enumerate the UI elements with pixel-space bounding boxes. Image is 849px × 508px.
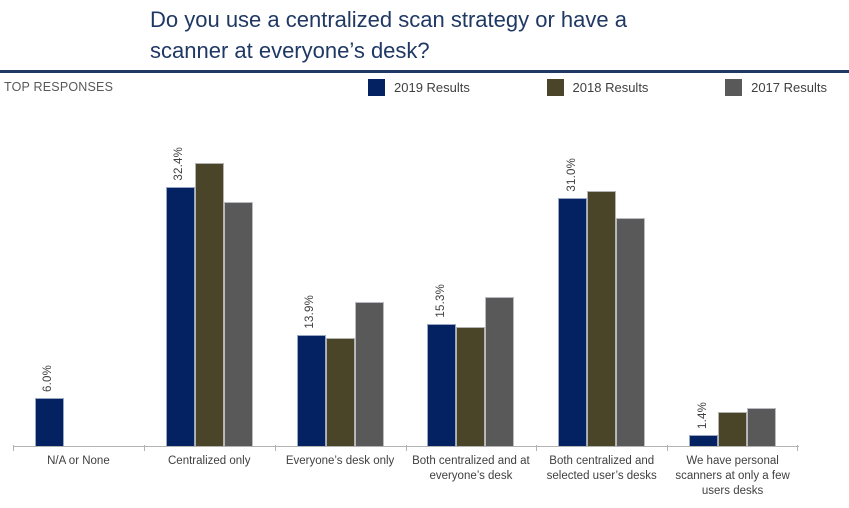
bar-2017-cat4 — [616, 218, 646, 446]
top-responses-label: TOP RESPONSES — [4, 80, 114, 94]
data-label-2019-cat4: 31.0% — [565, 158, 578, 192]
bar-2017-cat1 — [223, 202, 253, 446]
bar-2017-cat5 — [747, 407, 777, 446]
bar-2019-cat3 — [427, 323, 457, 446]
chart-title: Do you use a centralized scan strategy o… — [150, 7, 627, 63]
axis-tick-5 — [667, 445, 669, 451]
bar-group-2: 13.9% — [275, 110, 406, 446]
legend-swatch-icon — [546, 78, 564, 96]
axis-tick-0 — [13, 445, 14, 451]
bar-group-5: 1.4% — [667, 110, 798, 446]
data-label-2019-cat3: 15.3% — [434, 284, 447, 318]
category-label-0: N/A or None — [47, 455, 110, 467]
category-label-4: Both centralized and selected user’s des… — [546, 455, 657, 482]
bar-group-0: 6.0% — [13, 110, 144, 446]
legend-label: 2017 Results — [751, 79, 827, 95]
category-label-3: Both centralized and at everyone’s desk — [412, 455, 530, 482]
axis-tick-2 — [274, 445, 276, 451]
category-label-1: Centralized only — [168, 455, 251, 467]
bar-2019-cat1 — [165, 186, 195, 446]
legend-item-2018: 2018 Results — [546, 78, 649, 96]
bar-2018-cat3 — [456, 326, 486, 446]
bar-2017-cat2 — [354, 302, 384, 446]
x-axis-labels: N/A or None Centralized only Everyone’s de… — [13, 454, 798, 499]
legend-label: 2018 Results — [572, 79, 649, 95]
bar-2018-cat1 — [194, 162, 224, 446]
axis-tick-1 — [143, 445, 145, 451]
x-axis-ticks — [13, 445, 798, 451]
bar-2018-cat5 — [718, 411, 748, 446]
category-label-2: Everyone’s desk only — [285, 455, 395, 467]
bar-2019-cat2 — [296, 334, 326, 446]
bar-2019-cat0 — [34, 398, 64, 446]
bar-2019-cat5 — [689, 434, 719, 446]
category-label-5: We have personal scanners at only a few … — [675, 455, 790, 497]
bar-2018-cat2 — [325, 338, 355, 446]
data-label-2019-cat0: 6.0% — [42, 364, 55, 392]
bar-2019-cat4 — [558, 198, 588, 446]
legend-item-2019: 2019 Results — [368, 78, 470, 96]
legend: 2019 Results 2018 Results 2017 Results — [368, 77, 827, 97]
data-label-2019-cat1: 32.4% — [173, 147, 186, 181]
header-divider — [0, 70, 849, 73]
legend-swatch-icon — [368, 78, 385, 96]
data-label-2019-cat5: 1.4% — [696, 401, 709, 429]
data-label-2019-cat2: 13.9% — [304, 295, 317, 329]
legend-item-2017: 2017 Results — [725, 78, 827, 96]
axis-tick-3 — [405, 445, 407, 451]
axis-tick-6 — [797, 445, 798, 451]
legend-swatch-icon — [725, 78, 743, 96]
bar-group-3: 15.3% — [405, 110, 536, 446]
bar-group-4: 31.0% — [536, 110, 667, 446]
bar-group-1: 32.4% — [144, 110, 275, 446]
bar-2017-cat3 — [485, 297, 515, 446]
plot-area: 6.0% 32.4% 13.9% 15.3% 31.0% 1.4% — [13, 110, 798, 446]
legend-label: 2019 Results — [394, 79, 470, 95]
axis-tick-4 — [536, 445, 538, 451]
bar-2018-cat4 — [587, 190, 617, 446]
